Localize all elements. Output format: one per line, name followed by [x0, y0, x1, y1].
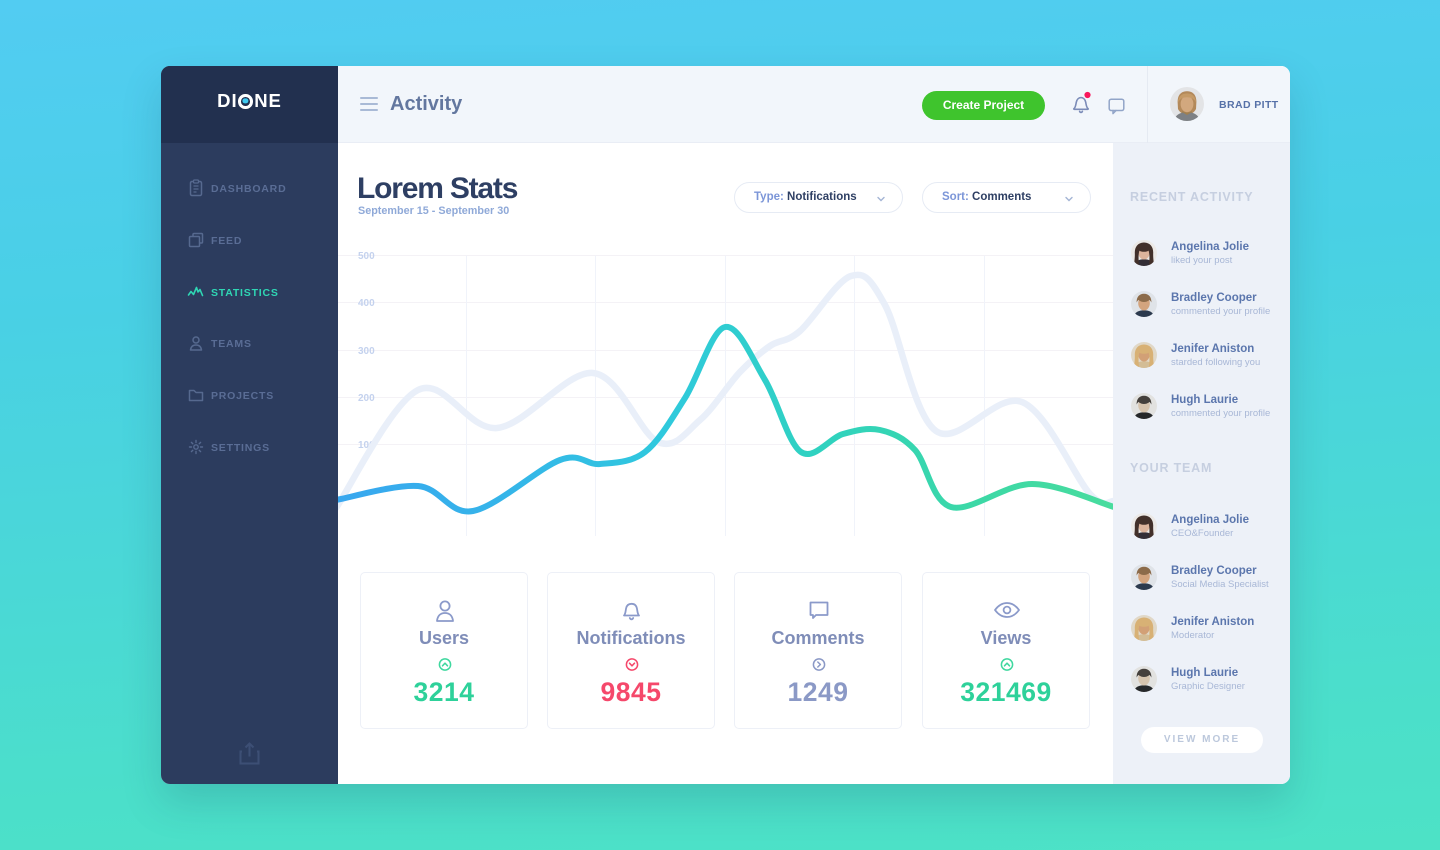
svg-text:300: 300: [358, 346, 375, 357]
svg-text:500: 500: [358, 251, 375, 262]
svg-text:400: 400: [358, 298, 375, 309]
svg-text:100: 100: [358, 440, 375, 451]
svg-text:200: 200: [358, 393, 375, 404]
